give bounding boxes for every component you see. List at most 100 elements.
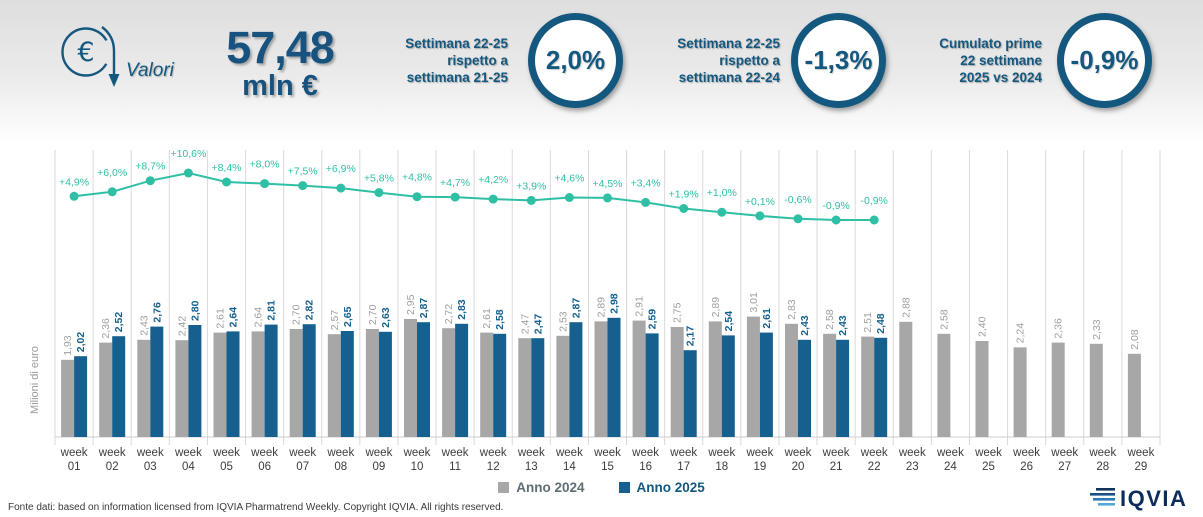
bar-label: 2,61 — [215, 308, 227, 329]
legend-label-anno-2025: Anno 2025 — [636, 480, 705, 495]
bar-label: 2,98 — [609, 293, 621, 314]
line-point-week-11 — [450, 192, 460, 202]
line-point-week-01 — [69, 191, 79, 201]
x-label-week-23: 23 — [906, 461, 919, 473]
bar-anno-2024-week-21 — [823, 333, 837, 437]
line-label: +0,1% — [745, 196, 775, 208]
bar-label: 2,43 — [837, 315, 849, 336]
x-label-week-24: 24 — [944, 461, 957, 473]
legend-item-anno-2024: Anno 2024 — [498, 480, 585, 495]
bar-anno-2024-week-26 — [1013, 347, 1027, 437]
bar-label: 2,58 — [494, 309, 506, 330]
bar-anno-2024-week-27 — [1051, 342, 1065, 437]
x-label-prefix: week — [136, 447, 164, 459]
bar-anno-2024-week-02 — [99, 342, 113, 437]
bar-label: 2,36 — [1053, 318, 1065, 339]
line-label: +6,0% — [97, 167, 127, 179]
legend-item-anno-2025: Anno 2025 — [618, 480, 705, 495]
bar-anno-2025-week-19 — [759, 332, 773, 437]
iqvia-logo: IQVIA — [1090, 486, 1187, 511]
bar-anno-2024-week-20 — [785, 323, 798, 437]
kpi-3-circle: -0,9% — [1057, 13, 1152, 108]
line-point-week-07 — [298, 181, 308, 191]
x-label-week-26: 26 — [1020, 461, 1033, 473]
bar-anno-2024-week-15 — [594, 321, 608, 437]
line-point-week-03 — [145, 176, 155, 186]
bar-anno-2025-week-10 — [417, 322, 430, 437]
bar-label: 2,64 — [228, 307, 240, 328]
bar-anno-2025-week-05 — [226, 331, 240, 437]
bar-label: 2,48 — [875, 313, 887, 334]
bar-anno-2024-week-01 — [61, 359, 75, 437]
bar-anno-2024-week-11 — [442, 328, 456, 437]
x-label-prefix: week — [936, 447, 964, 459]
bar-anno-2025-week-07 — [302, 324, 316, 437]
line-label: +10,6% — [170, 148, 206, 160]
bar-label: 2,58 — [824, 309, 836, 330]
bar-anno-2025-week-16 — [645, 333, 659, 437]
x-label-prefix: week — [707, 447, 735, 459]
x-label-week-25: 25 — [982, 461, 995, 473]
x-label-week-13: 13 — [525, 461, 538, 473]
bar-anno-2024-week-17 — [670, 327, 684, 437]
bar-label: 2,89 — [710, 297, 722, 318]
bar-label: 2,70 — [367, 304, 379, 325]
bar-label: 2,88 — [900, 297, 912, 318]
bar-label: 2,95 — [405, 294, 417, 315]
bar-label: 2,47 — [532, 314, 544, 335]
bar-anno-2025-week-13 — [531, 338, 545, 437]
line-label: +8,0% — [250, 159, 280, 171]
iqvia-logo-text: IQVIA — [1120, 486, 1187, 511]
x-label-prefix: week — [631, 447, 659, 459]
line-label: +3,4% — [631, 177, 661, 189]
x-label-week-08: 08 — [334, 461, 347, 473]
line-label: -0,6% — [784, 194, 811, 206]
valori-label: Valori — [126, 60, 174, 81]
x-label-prefix: week — [250, 447, 278, 459]
bar-label: 2,17 — [685, 326, 697, 347]
bar-label: 2,43 — [799, 315, 811, 336]
line-label: +7,5% — [288, 166, 318, 178]
bar-anno-2025-week-21 — [836, 339, 850, 437]
line-label: +1,0% — [707, 187, 737, 199]
bar-label: 2,51 — [862, 312, 874, 333]
x-label-week-28: 28 — [1096, 461, 1109, 473]
bar-anno-2024-week-08 — [327, 334, 341, 437]
x-label-week-18: 18 — [715, 461, 728, 473]
kpi-1-label-line3: settimana 21-25 — [406, 70, 508, 85]
bar-anno-2024-week-04 — [175, 340, 189, 437]
legend-swatch-anno-2024 — [498, 482, 510, 493]
kpi-2-label: Settimana 22-25 rispetto a settimana 22-… — [650, 35, 780, 86]
bar-label: 2,64 — [253, 307, 265, 328]
total-unit: mln € — [242, 70, 318, 103]
bar-label: 2,87 — [418, 298, 430, 319]
bar-anno-2025-week-06 — [264, 324, 278, 437]
line-label: -0,9% — [860, 195, 887, 207]
bar-label: 2,76 — [151, 302, 163, 323]
kpi-2-label-line3: settimana 22-24 — [678, 70, 780, 85]
line-point-week-19 — [755, 211, 765, 221]
line-label: +4,8% — [402, 172, 432, 184]
x-label-prefix: week — [1088, 447, 1116, 459]
line-point-week-09 — [374, 188, 384, 198]
bar-label: 2,52 — [113, 312, 125, 333]
kpi-3-label-line3: 2025 vs 2024 — [959, 70, 1042, 85]
bar-anno-2025-week-11 — [455, 323, 469, 437]
x-label-week-11: 11 — [449, 461, 461, 473]
bar-anno-2024-week-06 — [251, 331, 265, 437]
total-value-block: 57,48 mln € — [208, 24, 352, 103]
line-point-week-05 — [222, 177, 231, 187]
kpi-2-label-line1: Settimana 22-25 — [677, 36, 780, 51]
line-point-week-20 — [793, 214, 803, 224]
total-value: 57,48 — [226, 22, 335, 73]
kpi-3-label-line1: Cumulato prime — [939, 36, 1042, 51]
kpi-1-label-line2: rispetto a — [447, 53, 508, 68]
line-point-week-16 — [641, 197, 651, 207]
x-label-week-27: 27 — [1058, 461, 1071, 473]
x-label-prefix: week — [288, 447, 316, 459]
x-label-week-01: 01 — [68, 461, 81, 473]
x-label-prefix: week — [555, 447, 583, 459]
x-label-week-02: 02 — [106, 461, 119, 473]
line-point-week-12 — [488, 194, 498, 204]
bar-anno-2024-week-12 — [480, 332, 494, 437]
